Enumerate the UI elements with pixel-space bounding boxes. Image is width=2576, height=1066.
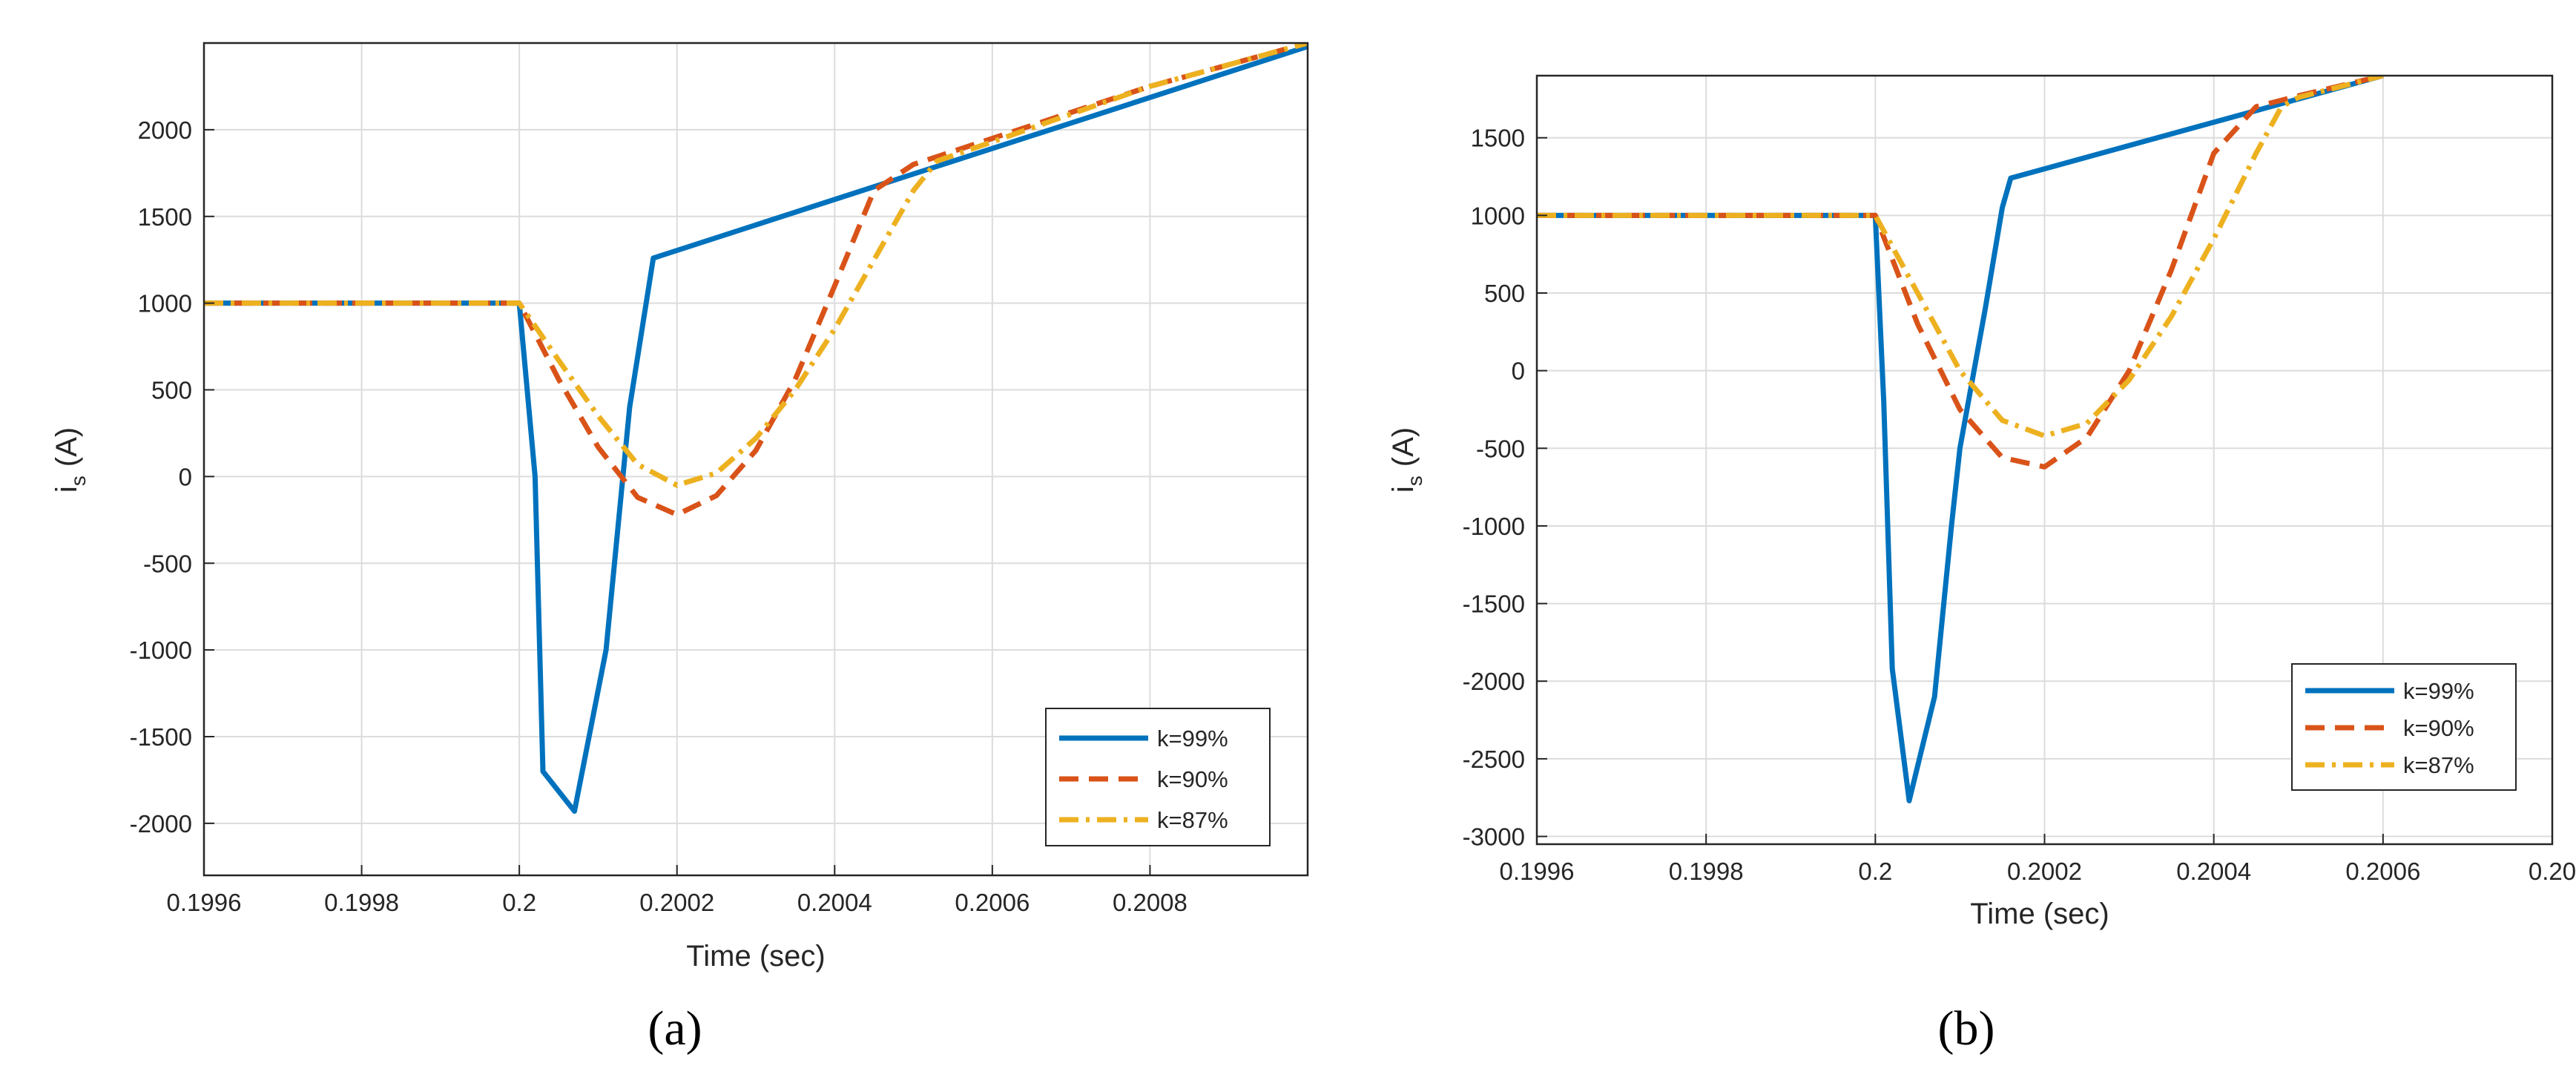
ticks-a: 0.1996 0.1998 0.2 0.2002 0.2004 0.2006 0.2008 -… bbox=[130, 116, 1187, 916]
y-tick-label: 500 bbox=[1484, 280, 1525, 307]
y-tick-label: 1500 bbox=[138, 203, 192, 231]
y-axis-label-main-a: i bbox=[50, 486, 83, 493]
legend-b: k=99% k=90% k=87% bbox=[2291, 663, 2517, 791]
y-tick-label: 500 bbox=[151, 377, 192, 404]
y-axis-label-unit-a: (A) bbox=[50, 427, 83, 467]
series-line-k99 bbox=[1537, 76, 2384, 803]
y-axis-label-unit-b: (A) bbox=[1387, 427, 1420, 467]
caption-a: (a) bbox=[648, 1001, 702, 1056]
x-tick-label: 0.2 bbox=[502, 889, 536, 916]
y-tick-label: 1000 bbox=[138, 290, 192, 318]
x-tick-label: 0.2006 bbox=[2345, 858, 2420, 885]
legend-label: k=90% bbox=[1157, 766, 1228, 792]
legend-label: k=87% bbox=[2403, 752, 2474, 778]
legend-entries-b: k=99% k=90% k=87% bbox=[2305, 678, 2474, 778]
y-tick-label: -500 bbox=[143, 550, 192, 577]
y-tick-label: 0 bbox=[179, 463, 192, 490]
legend-label: k=99% bbox=[1157, 726, 1228, 751]
legend-label: k=90% bbox=[2403, 715, 2474, 741]
series-line-k90 bbox=[204, 43, 1308, 518]
x-tick-label: 0.2004 bbox=[2176, 858, 2251, 885]
ticks-b: 0.1996 0.1998 0.2 0.2002 0.2004 0.2006 0.20 -30… bbox=[1463, 125, 2576, 885]
y-axis-label-main-b: i bbox=[1387, 486, 1420, 493]
y-tick-label: 1000 bbox=[1471, 202, 1525, 229]
y-axis-label-sub-a: s bbox=[67, 476, 90, 486]
legend-label: k=87% bbox=[1157, 807, 1228, 833]
x-tick-label: 0.20 bbox=[2529, 858, 2576, 885]
y-axis-label-b: is (A) bbox=[1387, 427, 1426, 493]
y-tick-label: -1500 bbox=[130, 723, 192, 751]
y-tick-label: -1000 bbox=[1463, 513, 1525, 540]
x-tick-label: 0.1998 bbox=[324, 889, 399, 916]
y-tick-label: -1500 bbox=[1463, 590, 1525, 618]
chart-panel-b: 0.1996 0.1998 0.2 0.2002 0.2004 0.2006 0.20 -30… bbox=[1387, 74, 2576, 1056]
y-axis-label-a: is (A) bbox=[50, 427, 90, 493]
x-tick-label: 0.2002 bbox=[2007, 858, 2082, 885]
y-tick-label: 1500 bbox=[1471, 125, 1525, 152]
x-tick-label: 0.1996 bbox=[1500, 858, 1575, 885]
series-line-k90 bbox=[1537, 76, 2384, 470]
series-line-k99 bbox=[204, 44, 1308, 814]
legend-box-b bbox=[2291, 663, 2517, 791]
series-group-b bbox=[1537, 76, 2384, 803]
y-axis-label-sub-b: s bbox=[1403, 476, 1426, 486]
x-tick-label: 0.2008 bbox=[1113, 889, 1187, 916]
x-tick-label: 0.2004 bbox=[797, 889, 872, 916]
y-tick-label: -1000 bbox=[130, 636, 192, 664]
y-tick-label: 2000 bbox=[138, 116, 192, 144]
y-tick-label: -2000 bbox=[130, 810, 192, 838]
plot-frame-a bbox=[202, 42, 1309, 877]
y-tick-label: 0 bbox=[1512, 358, 1525, 385]
x-axis-label-b: Time (sec) bbox=[1970, 898, 2109, 930]
x-tick-label: 0.1998 bbox=[1669, 858, 1744, 885]
legend-a: k=99% k=90% k=87% bbox=[1045, 708, 1271, 846]
x-tick-label: 0.2006 bbox=[955, 889, 1030, 916]
legend-entries-a: k=99% k=90% k=87% bbox=[1059, 726, 1228, 833]
y-tick-label: -500 bbox=[1476, 435, 1525, 462]
y-tick-label: -3000 bbox=[1463, 823, 1525, 851]
caption-b: (b) bbox=[1938, 1001, 1995, 1056]
x-axis-label-a: Time (sec) bbox=[686, 940, 825, 973]
series-line-k87 bbox=[1537, 76, 2384, 439]
x-tick-label: 0.2002 bbox=[639, 889, 714, 916]
series-line-k87 bbox=[204, 43, 1308, 488]
x-tick-label: 0.2 bbox=[1858, 858, 1892, 885]
x-tick-label: 0.1996 bbox=[167, 889, 242, 916]
gridlines-a bbox=[204, 43, 1308, 875]
series-group-a bbox=[204, 43, 1308, 814]
legend-box-a bbox=[1045, 708, 1271, 846]
y-tick-label: -2000 bbox=[1463, 668, 1525, 695]
chart-panel-a: 0.1996 0.1998 0.2 0.2002 0.2004 0.2006 0.2008 -… bbox=[50, 42, 1309, 1056]
y-tick-label: -2500 bbox=[1463, 746, 1525, 773]
legend-label: k=99% bbox=[2403, 678, 2474, 704]
